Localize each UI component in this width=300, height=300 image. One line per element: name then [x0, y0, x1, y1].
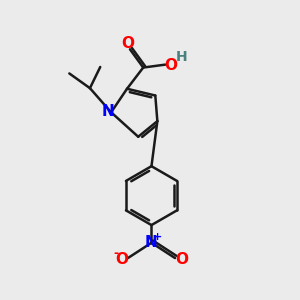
Text: -: -	[113, 247, 118, 260]
Text: N: N	[145, 235, 158, 250]
Text: +: +	[153, 232, 163, 242]
Text: N: N	[101, 103, 114, 118]
Text: O: O	[115, 252, 128, 267]
Text: O: O	[121, 37, 134, 52]
Text: H: H	[176, 50, 187, 64]
Text: O: O	[175, 252, 188, 267]
Text: O: O	[164, 58, 177, 73]
